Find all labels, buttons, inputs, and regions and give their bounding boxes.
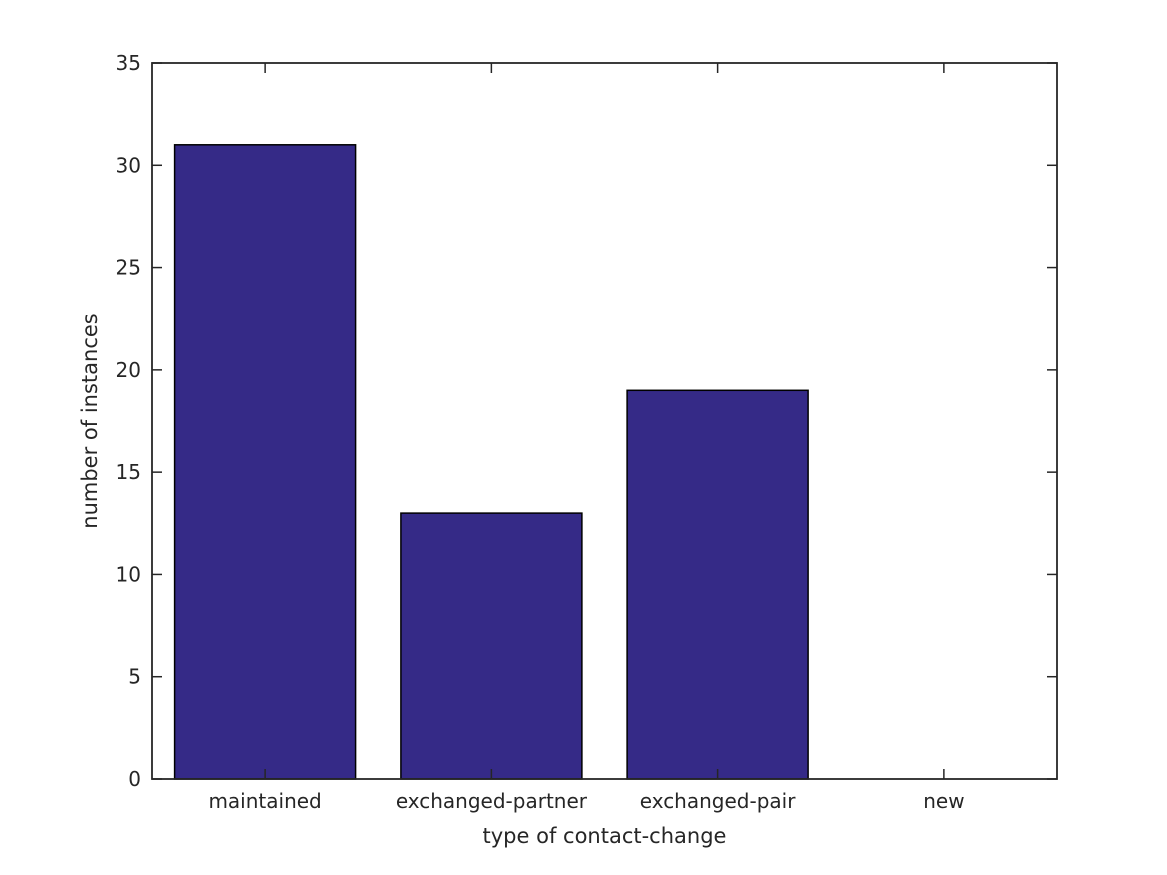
x-tick-label: maintained: [208, 789, 321, 813]
y-tick-label: 30: [116, 153, 141, 177]
y-tick-label: 15: [116, 460, 141, 484]
y-tick-label: 5: [128, 665, 141, 689]
x-axis-title: type of contact-change: [483, 824, 727, 848]
y-axis-title: number of instances: [78, 313, 102, 528]
x-tick-label: exchanged-pair: [640, 789, 796, 813]
tick-labels-group: 0 5 10 15 20 25 30 35 maintained exchanged-partne…: [116, 51, 965, 813]
bar-exchanged-partner: [400, 512, 583, 780]
y-tick-label: 20: [116, 358, 141, 382]
bar-exchanged-pair: [626, 389, 809, 780]
bar-maintained: [173, 144, 357, 780]
x-tick-label: exchanged-partner: [396, 789, 588, 813]
y-tick-label: 25: [116, 256, 141, 280]
y-tick-label: 10: [116, 562, 141, 586]
y-tick-label: 35: [116, 51, 141, 75]
plot-box: [151, 62, 1058, 780]
y-tick-label: 0: [128, 767, 141, 791]
x-tick-label: new: [923, 789, 964, 813]
bars-group: [173, 144, 809, 780]
ticks-group: [152, 62, 1057, 780]
